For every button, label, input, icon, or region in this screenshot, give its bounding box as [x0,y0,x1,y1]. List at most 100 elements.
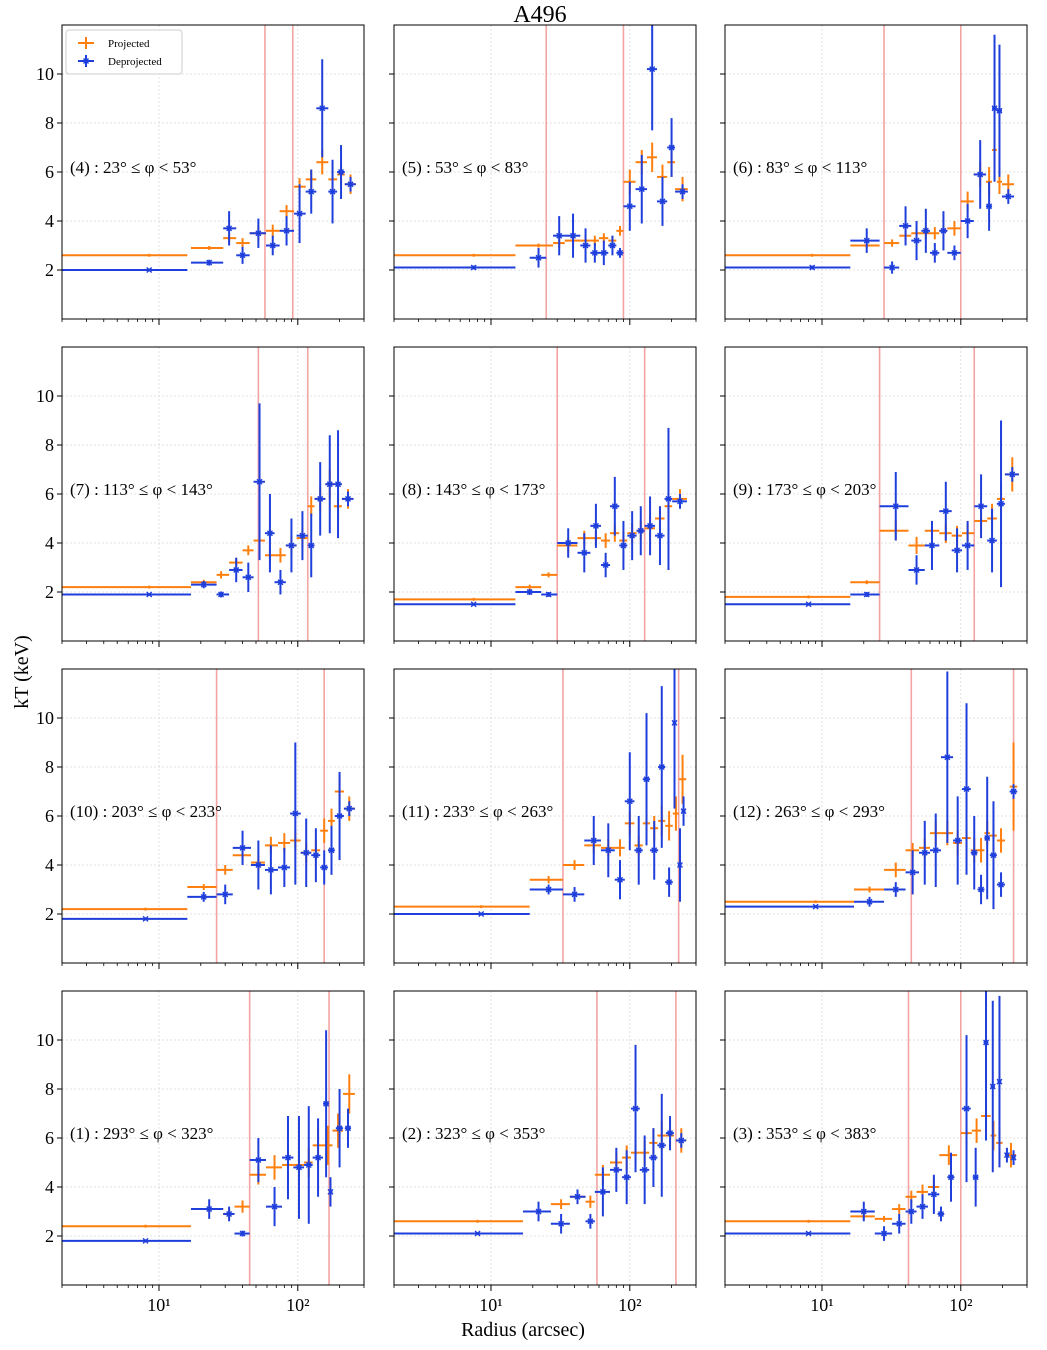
projected-point [394,597,516,601]
x-marker [963,1105,970,1112]
projected-point [672,796,679,831]
deprojected-point [671,669,678,809]
deprojected-point [947,1152,955,1202]
deprojected-point [996,995,1003,1168]
x-marker [329,188,336,195]
x-marker [989,537,996,544]
projected-point [265,1155,283,1180]
deprojected-point [337,145,345,199]
deprojected-point [341,491,354,507]
x-marker [470,264,477,271]
deprojected-point [307,513,315,578]
projected-point [307,496,315,517]
deprojected-point [300,818,312,888]
x-marker [535,254,542,261]
chart-panel-11: 10¹ 10² (2) : 323° ≤ φ < 353° [389,990,697,1315]
y-tick-label: 10 [36,708,54,728]
data-layer [725,669,1018,963]
deprojected-point [190,580,217,589]
deprojected-point [305,169,317,214]
x-marker [1010,1154,1017,1161]
x-marker [990,852,997,859]
data-layer [394,347,687,641]
y-tick-label: 8 [45,1079,54,1099]
x-marker [255,230,262,237]
projected-point [600,533,610,548]
y-tick-label: 4 [45,1177,54,1197]
projected-point [725,253,851,257]
x-marker [1003,1152,1010,1159]
projected-point [908,536,925,555]
deprojected-point [656,176,668,226]
x-marker [328,847,335,854]
x-marker [292,810,299,817]
deprojected-point [983,991,990,1141]
deprojected-point [987,508,997,573]
x-marker [283,227,290,234]
projected-point [971,1118,982,1143]
deprojected-point [960,203,974,239]
deprojected-point [577,533,591,573]
projected-point [646,142,657,172]
x-marker [947,1174,954,1181]
deprojected-point [62,591,191,598]
chart-panel-10: 10¹ 10² 2 4 6 8 10 (1) : 293° ≤ φ < 323° [36,990,365,1315]
y-tick-label: 2 [45,1226,54,1246]
deprojected-point [655,506,665,566]
projected-point [216,865,233,875]
deprojected-point [927,1174,940,1214]
deprojected-point [529,247,547,268]
x-marker [679,188,686,195]
x-marker [266,530,273,537]
deprojected-point [594,1167,610,1217]
deprojected-point [323,1030,330,1178]
deprojected-point [951,528,962,573]
x-marker [632,1105,639,1112]
x-tick-label: 10¹ [810,1295,833,1315]
data-layer [394,669,687,963]
y-tick-label: 2 [45,904,54,924]
deprojected-point [961,520,975,570]
deprojected-point [312,1118,324,1197]
data-layer [62,991,355,1285]
panel-label: (10) : 203° ≤ φ < 233° [70,802,222,821]
axes-frame [61,346,365,642]
x-marker [656,532,663,539]
chart-panel-12: 10¹ 10² (3) : 353° ≤ φ < 383° [720,990,1028,1315]
deprojected-point [630,1044,640,1173]
projected-point [242,545,254,556]
deprojected-point [62,1237,191,1244]
deprojected-point [249,218,266,248]
x-marker [571,891,578,898]
x-marker [308,188,315,195]
x-marker [919,1203,926,1210]
axes-frame [61,990,365,1286]
x-marker [200,581,207,588]
deprojected-point [984,776,991,900]
projected-point [279,205,295,218]
deprojected-point [940,671,954,843]
projected-point [616,225,624,236]
legend-label: Projected [108,38,150,50]
x-marker [921,849,928,856]
projected-point [62,1224,191,1228]
data-layer [394,25,688,319]
projected-point [320,818,328,843]
projected-point [562,860,585,870]
deprojected-point [961,703,971,875]
deprojected-point [725,264,851,271]
x-marker [267,866,274,873]
x-marker [605,847,612,854]
panel-label: (12) : 263° ≤ φ < 293° [733,802,885,821]
x-marker [866,898,873,905]
deprojected-point [635,154,647,224]
x-marker [909,869,916,876]
x-marker [892,503,899,510]
deprojected-point [264,494,275,573]
x-marker [613,1166,620,1173]
x-marker [611,503,618,510]
deprojected-point [675,184,688,199]
x-marker [881,1230,888,1237]
deprojected-point [644,496,656,556]
deprojected-point [1001,189,1015,204]
